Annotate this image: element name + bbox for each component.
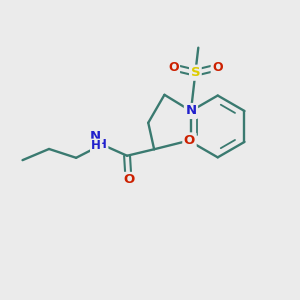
Text: N: N [185,104,197,118]
Text: H: H [97,138,107,151]
Text: N: N [90,130,101,143]
Text: S: S [190,66,200,79]
Text: O: O [168,61,178,74]
Text: O: O [123,173,134,186]
Text: H: H [91,139,100,152]
Text: O: O [212,61,223,74]
Text: O: O [184,134,195,147]
